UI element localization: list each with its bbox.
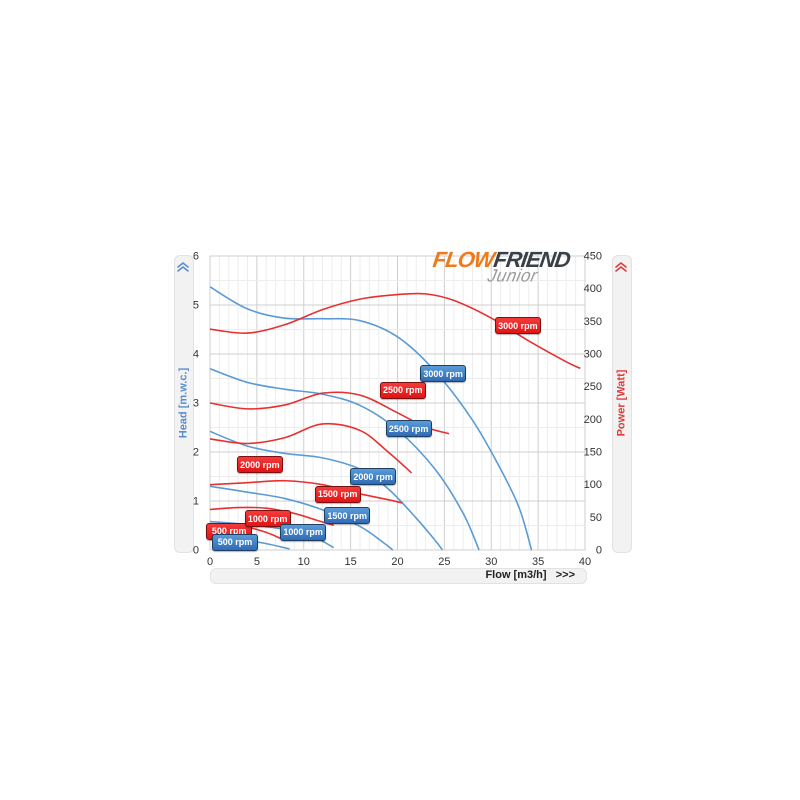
svg-text:30: 30 bbox=[485, 556, 497, 568]
svg-text:3: 3 bbox=[193, 398, 199, 410]
svg-text:20: 20 bbox=[391, 556, 403, 568]
svg-text:10: 10 bbox=[298, 556, 310, 568]
svg-text:50: 50 bbox=[590, 512, 602, 524]
svg-text:300: 300 bbox=[584, 349, 602, 361]
svg-text:2: 2 bbox=[193, 447, 199, 459]
svg-text:250: 250 bbox=[584, 381, 602, 393]
svg-text:150: 150 bbox=[584, 447, 602, 459]
svg-text:5: 5 bbox=[193, 300, 199, 312]
svg-text:1: 1 bbox=[193, 496, 199, 508]
svg-text:15: 15 bbox=[344, 556, 356, 568]
svg-text:25: 25 bbox=[438, 556, 450, 568]
svg-text:0: 0 bbox=[193, 545, 199, 557]
svg-text:4: 4 bbox=[193, 349, 199, 361]
svg-text:35: 35 bbox=[532, 556, 544, 568]
svg-text:6: 6 bbox=[193, 251, 199, 263]
svg-text:100: 100 bbox=[584, 479, 602, 491]
svg-text:40: 40 bbox=[579, 556, 591, 568]
svg-text:350: 350 bbox=[584, 316, 602, 328]
svg-text:5: 5 bbox=[254, 556, 260, 568]
svg-text:400: 400 bbox=[584, 283, 602, 295]
svg-text:200: 200 bbox=[584, 414, 602, 426]
svg-text:0: 0 bbox=[596, 545, 602, 557]
svg-text:0: 0 bbox=[207, 556, 213, 568]
